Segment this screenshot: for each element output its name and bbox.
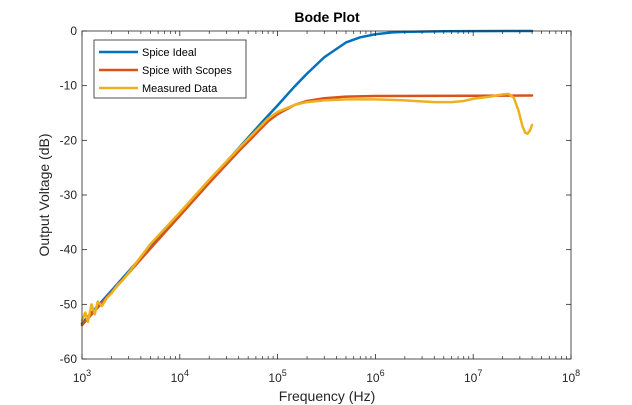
y-tick-label: -20 [60,133,78,147]
legend-label-spice-with-scopes: Spice with Scopes [142,65,232,77]
series-line-measured-data [80,92,534,324]
y-tick-label: 0 [70,24,77,38]
x-axis-label: Frequency (Hz) [279,388,375,404]
x-tick-label: 103 [73,368,91,385]
chart-title: Bode Plot [294,9,360,25]
legend-label-spice-ideal: Spice Ideal [142,47,196,59]
x-tick-label: 107 [464,368,482,385]
legend-entry-spice-ideal: Spice Ideal [99,47,196,59]
y-axis-ticks: 0 -10 -20 -30 -40 -50 -60 [60,24,571,366]
legend-entry-spice-with-scopes: Spice with Scopes [99,65,232,77]
x-tick-label: 104 [171,368,189,385]
x-axis-ticks: 103 104 105 106 107 108 [73,31,580,385]
legend-entry-measured-data: Measured Data [99,83,218,95]
y-tick-label: -40 [60,243,78,257]
legend-label-measured-data: Measured Data [142,83,218,95]
series-line-spice-with-scopes [80,94,534,327]
x-tick-label: 105 [268,368,286,385]
legend: Spice Ideal Spice with Scopes Measured D… [93,39,247,99]
x-tick-label: 106 [366,368,384,385]
y-tick-label: -30 [60,188,78,202]
y-tick-label: -10 [60,79,78,93]
y-axis-label: Output Voltage (dB) [36,134,52,257]
y-tick-label: -60 [60,352,78,366]
x-tick-label: 108 [562,368,580,385]
y-tick-label: -50 [60,297,78,311]
